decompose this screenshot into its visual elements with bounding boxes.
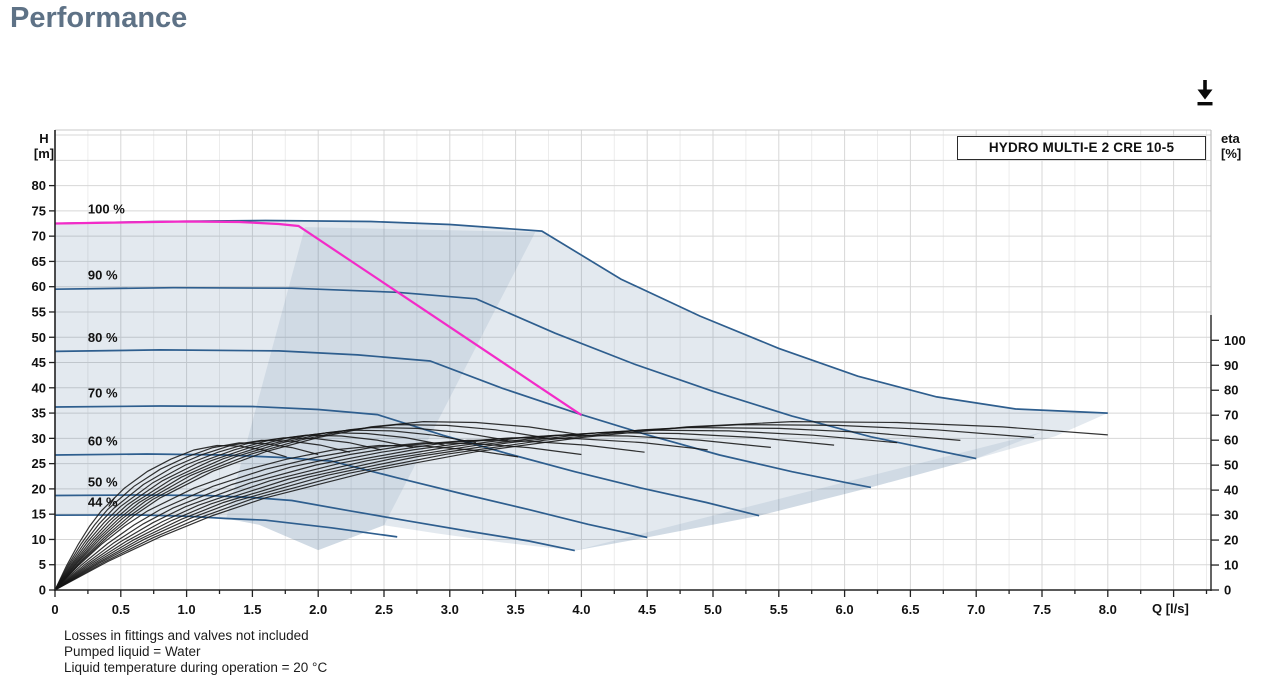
efficiency-curve (54, 426, 508, 591)
speed-label: 100 % (88, 201, 125, 216)
y-tick-label: 80 (32, 178, 46, 193)
efficiency-curve (54, 420, 582, 591)
efficiency-curve (54, 420, 1108, 591)
x-tick-label: 6.0 (836, 602, 854, 617)
eta-tick-label: 70 (1224, 408, 1238, 423)
y-tick-label: 45 (32, 355, 46, 370)
eta-tick-label: 40 (1224, 483, 1238, 498)
efficiency-curve (54, 423, 1035, 591)
eta-tick-label: 20 (1224, 533, 1238, 548)
x-tick-label: 2.0 (309, 602, 327, 617)
pump-model-label-box: HYDRO MULTI-E 2 CRE 10-5 (957, 136, 1206, 160)
y-tick-label: 55 (32, 305, 46, 320)
y-tick-label: 70 (32, 229, 46, 244)
y-tick-label: 10 (32, 532, 46, 547)
x-tick-label: 3.0 (441, 602, 459, 617)
speed-label: 80 % (88, 330, 118, 345)
eta-tick-label: 80 (1224, 383, 1238, 398)
x-tick-label: 0 (51, 602, 58, 617)
y-tick-label: 5 (39, 557, 46, 572)
x-tick-label: 5.5 (770, 602, 788, 617)
eta-tick-label: 90 (1224, 358, 1238, 373)
x-tick-label: 4.0 (572, 602, 590, 617)
x-tick-label: 0.5 (112, 602, 130, 617)
speed-curve (54, 405, 760, 517)
x-tick-label: 1.5 (243, 602, 261, 617)
note-losses: Losses in fittings and valves not includ… (64, 628, 309, 643)
download-button[interactable] (1191, 78, 1219, 110)
speed-label: 50 % (88, 474, 118, 489)
eta-tick-label: 50 (1224, 458, 1238, 473)
speed-label: 90 % (88, 268, 118, 283)
x-tick-label: 1.0 (178, 602, 196, 617)
y-tick-label: 0 (39, 583, 46, 598)
speed-label: 60 % (88, 433, 118, 448)
x-tick-label: 2.5 (375, 602, 393, 617)
x-tick-label: 6.5 (901, 602, 919, 617)
y-tick-label: 60 (32, 279, 46, 294)
eta-tick-label: 0 (1224, 583, 1231, 598)
speed-curve (54, 219, 1108, 414)
y-tick-label: 15 (32, 507, 46, 522)
envelope-overlap-0 (226, 227, 536, 551)
speed-curve (54, 453, 648, 539)
note-liquid-temperature: Liquid temperature during operation = 20… (64, 660, 328, 675)
efficiency-curve (54, 429, 898, 591)
eta-axis-label: eta [%] (1221, 131, 1242, 161)
efficiency-curve (54, 434, 771, 591)
x-axis-label: Q [l/s] (1152, 601, 1189, 616)
y-tick-label: 35 (32, 406, 46, 421)
y-tick-label: 50 (32, 330, 46, 345)
y-tick-label: 25 (32, 456, 46, 471)
eta-tick-label: 10 (1224, 558, 1238, 573)
x-tick-label: 3.5 (507, 602, 525, 617)
efficiency-curve (54, 432, 835, 591)
y-tick-label: 75 (32, 203, 46, 218)
eta-tick-label: 100 (1224, 333, 1246, 348)
speed-curve (54, 286, 977, 460)
x-tick-label: 7.0 (967, 602, 985, 617)
page-title: Performance (10, 2, 188, 34)
speed-curve (54, 494, 575, 552)
duty-curve (54, 220, 583, 417)
y-tick-label: 40 (32, 380, 46, 395)
y-tick-label: 65 (32, 254, 46, 269)
speed-label: 70 % (88, 385, 118, 400)
efficiency-curve (54, 432, 445, 591)
y-tick-label: 30 (32, 431, 46, 446)
x-tick-label: 4.5 (638, 602, 656, 617)
y-axis-label: H [m] (33, 131, 55, 161)
operating-envelope (55, 220, 1108, 551)
efficiency-curve (54, 423, 545, 591)
download-icon (1197, 80, 1213, 106)
eta-tick-label: 30 (1224, 508, 1238, 523)
efficiency-curve (54, 434, 414, 591)
note-pumped-liquid: Pumped liquid = Water (64, 644, 201, 659)
speed-curve (54, 349, 872, 489)
x-tick-label: 8.0 (1099, 602, 1117, 617)
efficiency-curve (54, 426, 961, 591)
envelope-overlap-1 (574, 432, 1042, 551)
x-tick-label: 7.5 (1033, 602, 1051, 617)
speed-label: 44 % (88, 495, 118, 510)
eta-tick-label: 60 (1224, 433, 1238, 448)
efficiency-curve (54, 429, 477, 591)
x-tick-label: 5.0 (704, 602, 722, 617)
y-tick-label: 20 (32, 481, 46, 496)
